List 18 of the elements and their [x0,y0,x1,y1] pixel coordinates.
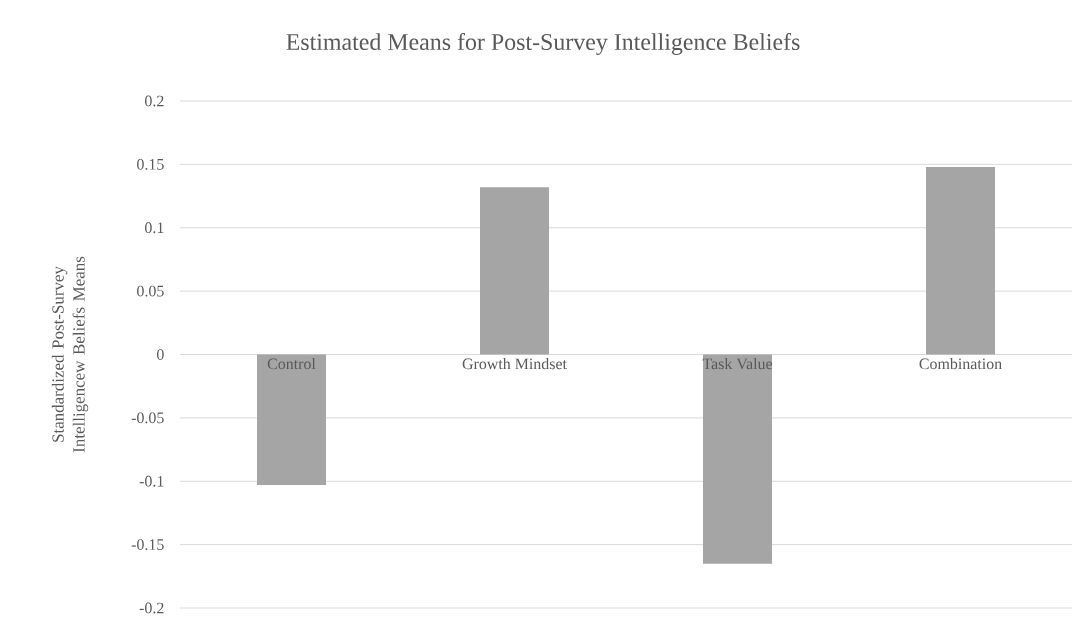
y-tick-label: 0.2 [145,95,164,107]
x-tick-label: Combination [919,358,1002,370]
x-tick-label: Growth Mindset [462,358,567,370]
y-tick-label: -0.2 [139,602,164,614]
bar [703,354,773,564]
bar [480,187,549,355]
x-tick-label: Control [267,358,316,370]
chart-title: Estimated Means for Post-Survey Intelligence Beliefs [286,33,800,55]
y-tick-label: 0.1 [145,222,164,234]
y-tick-label: 0 [156,349,164,360]
y-tick-label: -0.05 [131,412,164,424]
y-axis-title: Standardized Post-Survey Intelligencew Beliefs Means [51,256,89,453]
y-tick-label: -0.15 [131,539,164,551]
y-tick-label: 0.05 [137,285,164,297]
y-tick-label: -0.1 [139,475,164,487]
y-tick-label: 0.15 [137,158,164,170]
bar [257,354,326,486]
bar [926,166,996,355]
